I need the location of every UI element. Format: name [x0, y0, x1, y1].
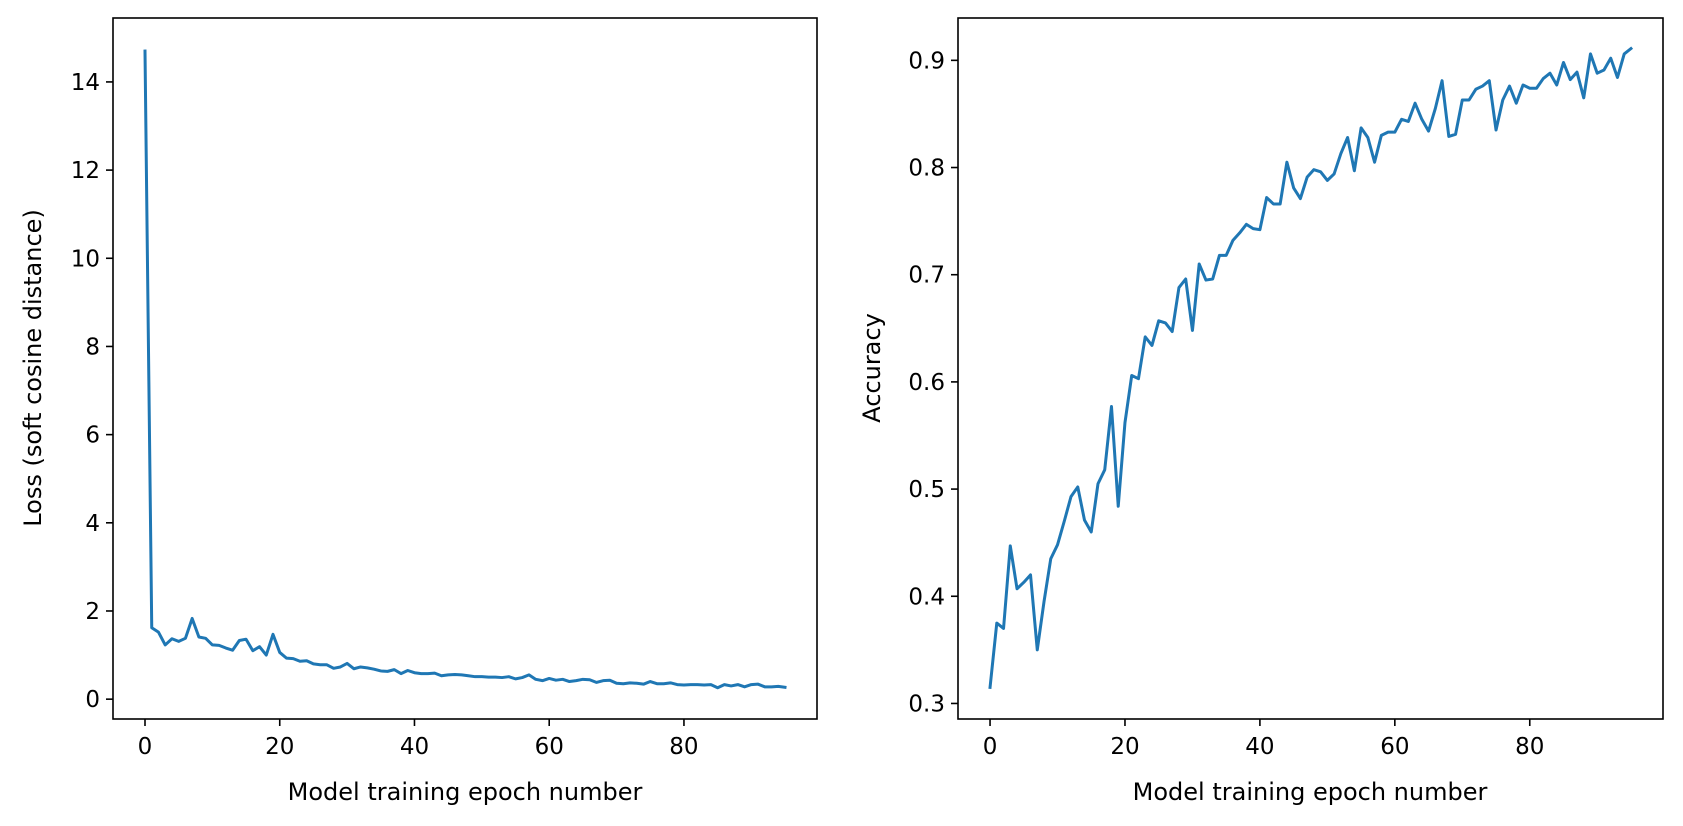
- accuracy-y-ticks: 0.3 0.4 0.5 0.6 0.7 0.8 0.9: [908, 48, 958, 717]
- accuracy-y-tick-label: 0.3: [908, 691, 945, 717]
- accuracy-y-tick-label: 0.7: [908, 263, 945, 289]
- accuracy-y-tick-label: 0.4: [908, 584, 945, 610]
- accuracy-x-tick-label: 0: [983, 734, 998, 760]
- loss-chart: 0 20 40 60 80 0 2 4 6 8 10 12 14 Model training epo…: [19, 17, 818, 806]
- loss-y-tick-label: 14: [71, 70, 100, 96]
- accuracy-y-tick-label: 0.5: [908, 477, 945, 503]
- accuracy-y-axis-label: Accuracy: [858, 313, 886, 423]
- accuracy-series-line-0: [988, 46, 1634, 690]
- accuracy-x-tick-label: 40: [1245, 734, 1274, 760]
- accuracy-x-ticks: 0 20 40 60 80: [983, 719, 1544, 760]
- loss-y-tick-label: 8: [85, 334, 100, 360]
- loss-plot-frame: [112, 17, 818, 720]
- loss-y-tick-label: 6: [85, 423, 100, 449]
- accuracy-chart: 0 20 40 60 80 0.3 0.4 0.5 0.6 0.7 0.8 0.9 Model tr…: [858, 17, 1664, 806]
- loss-x-tick-label: 80: [669, 734, 698, 760]
- accuracy-y-tick-label: 0.8: [908, 156, 945, 182]
- loss-series-layer: [143, 49, 787, 690]
- loss-y-tick-label: 10: [71, 246, 100, 272]
- loss-x-tick-label: 40: [400, 734, 429, 760]
- loss-x-ticks: 0 20 40 60 80: [138, 719, 699, 760]
- loss-series-line-0: [143, 49, 787, 690]
- accuracy-y-tick-label: 0.6: [908, 370, 945, 396]
- loss-y-ticks: 0 2 4 6 8 10 12 14: [71, 70, 113, 713]
- loss-y-tick-label: 0: [85, 687, 100, 713]
- accuracy-x-axis-label: Model training epoch number: [1133, 778, 1488, 806]
- loss-y-axis-label: Loss (soft cosine distance): [19, 209, 47, 527]
- accuracy-x-tick-label: 60: [1380, 734, 1409, 760]
- accuracy-plot-frame: [957, 17, 1664, 720]
- loss-x-axis-label: Model training epoch number: [288, 778, 643, 806]
- loss-y-tick-label: 12: [71, 158, 100, 184]
- loss-y-tick-label: 2: [85, 599, 100, 625]
- accuracy-x-tick-label: 20: [1110, 734, 1139, 760]
- loss-x-tick-label: 20: [265, 734, 294, 760]
- loss-x-tick-label: 60: [535, 734, 564, 760]
- accuracy-y-tick-label: 0.9: [908, 48, 945, 74]
- accuracy-series-layer: [988, 46, 1634, 690]
- loss-x-tick-label: 0: [138, 734, 153, 760]
- loss-y-tick-label: 4: [85, 511, 100, 537]
- accuracy-x-tick-label: 80: [1515, 734, 1544, 760]
